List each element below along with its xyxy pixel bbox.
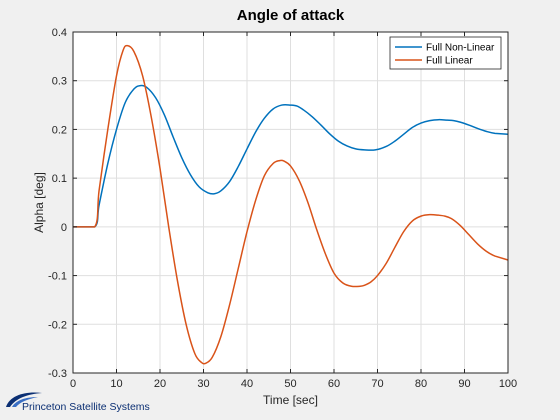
- series-line-full-linear: [73, 44, 509, 365]
- x-tick-label: 60: [328, 378, 340, 390]
- legend-box: [389, 36, 502, 70]
- princeton-satellite-systems-logo: Princeton Satellite Systems: [4, 389, 154, 417]
- x-tick-label: 0: [70, 378, 76, 390]
- legend-label-full-non-linear: Full Non-Linear: [426, 43, 495, 54]
- y-tick-label: 0.1: [52, 173, 67, 185]
- logo-swoosh-icon: [6, 392, 42, 407]
- y-tick-label: 0: [61, 222, 67, 234]
- y-tick-label: -0.3: [48, 368, 67, 380]
- y-tick-label: -0.1: [48, 271, 67, 283]
- y-tick-label: 0.2: [52, 124, 67, 136]
- x-tick-label: 40: [241, 378, 253, 390]
- tick-labels: 0 10 20 30 40 50 60 70 80 90 100 -0.3 -0.2 -0.1 0 0.1 0.…: [48, 27, 517, 390]
- logo-text: Princeton Satellite Systems: [22, 401, 150, 413]
- x-tick-label: 30: [197, 378, 209, 390]
- y-tick-label: -0.2: [48, 319, 67, 331]
- y-axis-label: Alpha [deg]: [32, 172, 46, 233]
- x-tick-label: 70: [371, 378, 383, 390]
- y-tick-label: 0.4: [52, 27, 67, 39]
- x-tick-label: 100: [499, 378, 517, 390]
- series-line-full-non-linear: [73, 84, 509, 228]
- x-tick-label: 90: [458, 378, 470, 390]
- chart-title: Angle of attack: [237, 7, 345, 24]
- legend: Full Non-Linear Full Linear: [389, 36, 502, 70]
- series-layer: [73, 44, 509, 365]
- x-tick-label: 50: [284, 378, 296, 390]
- legend-label-full-linear: Full Linear: [426, 56, 473, 67]
- y-tick-label: 0.3: [52, 76, 67, 88]
- x-tick-label: 20: [154, 378, 166, 390]
- x-tick-label: 80: [415, 378, 427, 390]
- ticks: [72, 31, 509, 374]
- x-axis-label: Time [sec]: [263, 393, 318, 407]
- x-tick-label: 10: [110, 378, 122, 390]
